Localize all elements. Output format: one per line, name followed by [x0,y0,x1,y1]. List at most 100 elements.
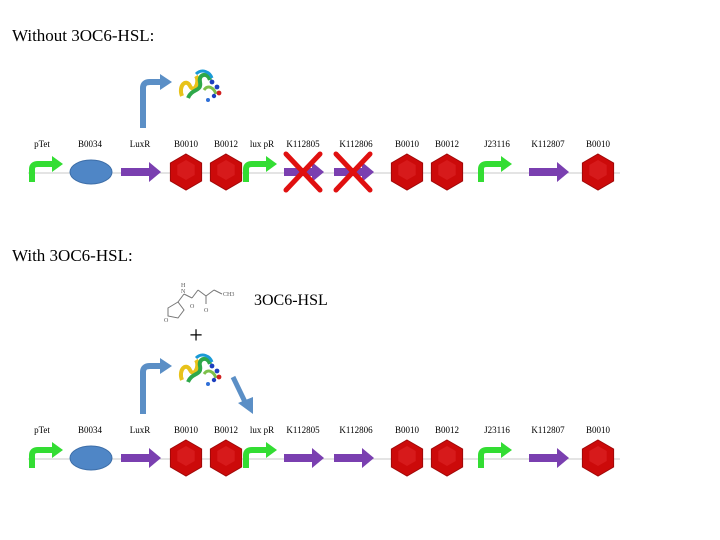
transcription-arrow-luxr [140,74,172,128]
part-terminator-b0010: B0010 [169,425,203,477]
promoter-icon [243,161,268,182]
protein-ribbon-icon [179,69,222,102]
promoter-arrowhead [501,156,512,172]
terminator-highlight [217,446,235,466]
part-terminator-b0010: B0010 [581,425,615,477]
hsl-molecule-icon: CH3 N H O O O [164,283,234,324]
part-label: K112807 [531,425,565,435]
molecule-atom-o1: O [190,304,195,310]
activation-arrow [230,375,253,414]
part-label: B0010 [395,139,420,149]
rbs-icon [69,159,113,185]
part-label: lux pR [250,139,274,149]
terminator-highlight [589,160,607,180]
promoter-arrowhead [266,156,277,172]
part-cds-k112807: K112807 [529,139,569,182]
part-label: B0012 [214,139,238,149]
part-label: B0010 [174,425,199,435]
part-promoter-ptet: pTet [29,139,63,182]
part-promoter-ptet: pTet [29,425,63,468]
blocked-cross-icon [333,151,373,193]
promoter-icon [478,447,503,468]
part-terminator-b0012: B0012 [430,425,464,477]
part-terminator-b0012: B0012 [430,139,464,191]
part-cds-k112806: K112806 [334,425,374,468]
blocked-cross-icon [283,151,323,193]
part-cds-k112806: K112806 [333,139,374,193]
cds-arrow-icon [529,162,569,182]
section-heading-without: Without 3OC6-HSL: [12,26,155,45]
part-promoter-j23116: J23116 [478,139,512,182]
circuit-track-1: pTet B0034 LuxR B0010 B0012 lux pR K112805 K112… [28,139,620,193]
molecule-atom-o3: O [164,318,169,324]
part-label: B0012 [214,425,238,435]
part-cds-k112805: K112805 [283,139,324,193]
part-label: B0012 [435,425,459,435]
part-terminator-b0010: B0010 [390,425,424,477]
terminator-highlight [398,446,416,466]
part-label: B0010 [586,139,611,149]
part-label: pTet [34,425,50,435]
terminator-highlight [589,446,607,466]
part-rbs-b0034: B0034 [69,139,113,185]
part-cds-k112807: K112807 [529,425,569,468]
part-terminator-b0010: B0010 [581,139,615,191]
molecule-atom-h: H [181,283,186,289]
part-cds-luxr: LuxR [121,139,161,182]
part-label: K112806 [339,425,373,435]
part-label: B0010 [395,425,420,435]
terminator-highlight [217,160,235,180]
molecule-atom-ch3: CH3 [223,292,234,298]
part-label: J23116 [484,139,510,149]
molecule-atom-n: N [181,289,186,295]
cds-arrow-icon [284,448,324,468]
part-promoter-j23116: J23116 [478,425,512,468]
part-promoter-lux-pr: lux pR [243,425,277,468]
rbs-icon [69,445,113,471]
part-label: K112806 [339,139,373,149]
promoter-icon [29,161,54,182]
part-cds-k112805: K112805 [284,425,324,468]
part-terminator-b0012: B0012 [209,425,243,477]
terminator-highlight [177,160,195,180]
protein-ribbon-icon [179,353,222,386]
promoter-arrowhead [52,156,63,172]
part-cds-luxr: LuxR [121,425,161,468]
molecule-atom-o2: O [204,308,209,314]
part-label: K112805 [286,139,320,149]
promoter-icon [478,161,503,182]
part-label: LuxR [130,139,151,149]
promoter-arrowhead [266,442,277,458]
section-heading-with: With 3OC6-HSL: [12,246,133,265]
part-terminator-b0010: B0010 [169,139,203,191]
terminator-highlight [177,446,195,466]
part-label: J23116 [484,425,510,435]
part-label: B0010 [586,425,611,435]
part-label: LuxR [130,425,151,435]
transcription-arrow-luxr-2 [140,358,172,414]
part-label: B0034 [78,425,103,435]
plus-sign: + [189,323,203,349]
cds-arrow-icon [121,162,161,182]
cds-arrow-icon [121,448,161,468]
molecule-label: 3OC6-HSL [254,292,328,309]
part-label: pTet [34,139,50,149]
terminator-highlight [398,160,416,180]
part-terminator-b0010: B0010 [390,139,424,191]
cds-arrow-icon [529,448,569,468]
promoter-arrowhead [52,442,63,458]
promoter-icon [29,447,54,468]
part-promoter-lux-pr: lux pR [243,139,277,182]
circuit-track-2: pTet B0034 LuxR B0010 B0012 lux pR K112805 K112… [28,425,620,477]
part-label: K112807 [531,139,565,149]
promoter-arrowhead [501,442,512,458]
part-terminator-b0012: B0012 [209,139,243,191]
terminator-highlight [438,160,456,180]
part-label: B0012 [435,139,459,149]
part-label: lux pR [250,425,274,435]
promoter-icon [243,447,268,468]
part-label: K112805 [286,425,320,435]
part-label: B0010 [174,139,199,149]
terminator-highlight [438,446,456,466]
